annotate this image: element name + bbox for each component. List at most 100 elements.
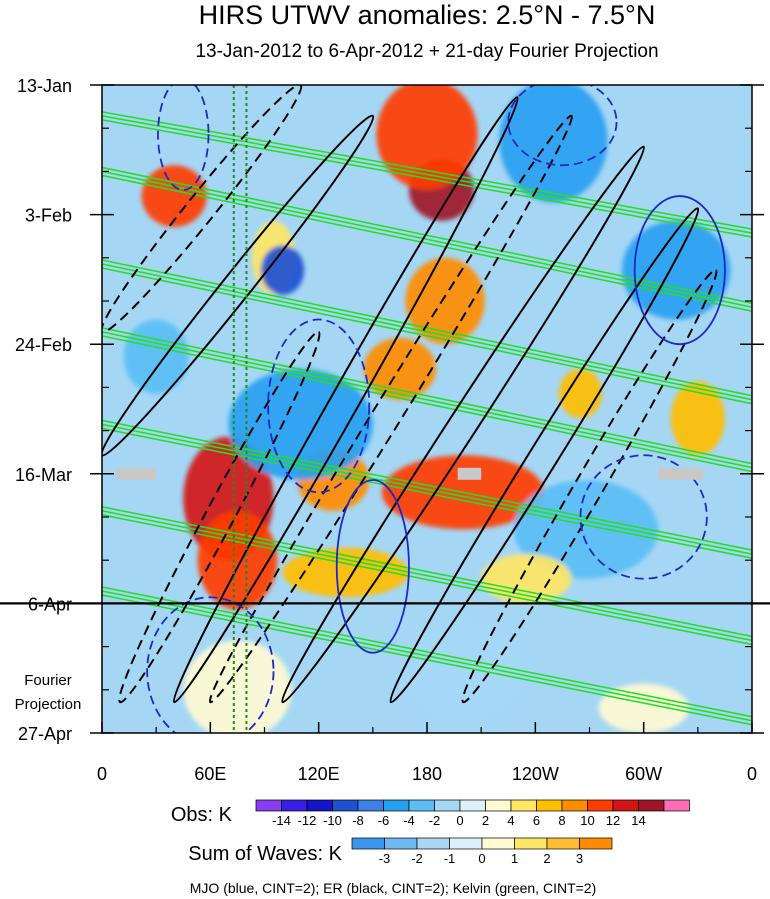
waves-colorbar-tick-label-1: -2 (411, 851, 423, 866)
anomaly-blob-21 (598, 683, 689, 733)
kelvin-contour-0-2 (102, 119, 752, 238)
er-contour-3 (389, 207, 700, 704)
waves-colorbar-swatches (351, 837, 613, 850)
waves-colorbar-tick-label-0: -3 (379, 851, 391, 866)
missing-segment-1 (457, 467, 482, 480)
mjo-contour-6 (335, 479, 410, 654)
obs-colorbar-tick-label-2: -10 (323, 813, 342, 828)
obs-colorbar-tick-label-7: 0 (456, 813, 463, 828)
obs-colorbar-label: Obs: K (171, 804, 233, 826)
anomaly-blob-10 (670, 381, 725, 456)
kelvin-contour-3-1 (102, 331, 752, 469)
obs-colorbar-swatch-15 (638, 799, 665, 812)
y-tick-label-1: 3-Feb (25, 206, 72, 226)
kelvin-contour-6-0 (102, 586, 752, 718)
anomaly-blob-8 (197, 510, 278, 610)
obs-colorbar-swatch-2 (306, 799, 333, 812)
missing-segment-2 (658, 467, 704, 480)
obs-colorbar-tick-label-3: -8 (352, 813, 364, 828)
obs-colorbar-tick-label-12: 10 (580, 813, 594, 828)
kelvin-contour-3-2 (102, 335, 752, 473)
waves-colorbar-swatch-4 (481, 837, 515, 850)
obs-colorbar-swatches (255, 799, 690, 812)
anomaly-blob-15 (622, 220, 731, 320)
obs-colorbar-tick-label-11: 8 (558, 813, 565, 828)
reference-longitude-lines (232, 85, 248, 733)
obs-colorbar-swatch-5 (383, 799, 410, 812)
obs-colorbar-tick-label-14: 14 (631, 813, 645, 828)
obs-colorbar-swatch-12 (561, 799, 588, 812)
x-axis-labels: 0 60E 120E 180 120W 60W 0 (97, 764, 757, 784)
obs-colorbar-swatch-4 (357, 799, 384, 812)
waves-colorbar-swatch-3 (449, 837, 483, 850)
obs-colorbar-tick-label-13: 12 (606, 813, 620, 828)
obs-colorbar-tick-label-9: 4 (507, 813, 514, 828)
waves-colorbar-tick-label-3: 0 (478, 851, 485, 866)
projection-label-line1: Fourier (24, 672, 72, 689)
x-tick-label-3: 180 (412, 764, 442, 784)
kelvin-contour-6-1 (102, 590, 752, 722)
er-contour-1 (281, 145, 646, 704)
obs-colorbar-tick-label-5: -4 (403, 813, 415, 828)
obs-colorbar-swatch-1 (281, 799, 308, 812)
obs-colorbar-swatch-10 (510, 799, 537, 812)
anomaly-blob-19 (399, 615, 527, 727)
mjo-contour-0 (157, 85, 210, 191)
x-tick-label-4: 120W (512, 764, 559, 784)
kelvin-contour-1-0 (102, 166, 752, 304)
kelvin-contour-5-2 (102, 514, 752, 646)
obs-colorbar-swatch-7 (434, 799, 461, 812)
obs-colorbar-tick-label-4: -6 (378, 813, 390, 828)
obs-colorbar-swatch-6 (408, 799, 435, 812)
anomaly-blob-11 (558, 368, 603, 419)
obs-colorbar-swatch-3 (332, 799, 359, 812)
er-contour-0 (172, 96, 519, 704)
kelvin-contour-5-0 (102, 506, 752, 638)
mjo-contour-3 (633, 195, 726, 346)
er-contour-7 (118, 330, 321, 704)
waves-colorbar-label: Sum of Waves: K (188, 843, 342, 865)
chart-title: HIRS UTWV anomalies: 2.5°N - 7.5°N (199, 0, 656, 30)
kelvin-contour-2-0 (102, 259, 752, 397)
obs-colorbar-swatch-16 (663, 799, 690, 812)
x-tick-label-2: 120E (298, 764, 340, 784)
waves-colorbar-swatch-7 (579, 837, 613, 850)
wave-contours (102, 85, 752, 733)
kelvin-contour-4-1 (102, 423, 752, 555)
obs-colorbar-tick-label-8: 2 (482, 813, 489, 828)
x-tick-label-5: 60W (625, 764, 662, 784)
kelvin-contour-1-2 (102, 174, 752, 312)
x-tick-label-0: 0 (97, 764, 107, 784)
plot-area: 13-Jan 3-Feb 24-Feb 16-Mar 6-Apr 27-Apr 0 60E 1… (0, 76, 770, 784)
projection-label-line2: Projection (15, 696, 82, 713)
obs-colorbar-swatch-0 (255, 799, 282, 812)
anomaly-blob-18 (260, 245, 305, 295)
y-tick-label-0: 13-Jan (17, 76, 72, 96)
mjo-contour-1 (507, 85, 618, 167)
chart-subtitle: 13-Jan-2012 to 6-Apr-2012 + 21-day Fouri… (195, 41, 658, 62)
waves-colorbar: Sum of Waves: K -3 -2 -1 0 1 2 3 (188, 837, 613, 866)
x-tick-label-6: 0 (747, 764, 757, 784)
obs-colorbar-swatch-13 (587, 799, 614, 812)
waves-colorbar-swatch-2 (416, 837, 450, 850)
kelvin-contour-3-0 (102, 327, 752, 465)
kelvin-contour-2-1 (102, 263, 752, 401)
mjo-contour-4 (146, 596, 275, 733)
waves-colorbar-labels: -3 -2 -1 0 1 2 3 (379, 851, 583, 866)
waves-colorbar-tick-label-5: 2 (543, 851, 550, 866)
obs-colorbar-tick-label-6: -2 (429, 813, 441, 828)
waves-colorbar-swatch-1 (384, 837, 418, 850)
kelvin-contour-5-1 (102, 510, 752, 642)
anomaly-blob-17 (513, 479, 659, 579)
y-tick-label-2: 24-Feb (15, 335, 72, 355)
er-contour-6 (461, 269, 718, 704)
waves-colorbar-tick-label-2: -1 (444, 851, 456, 866)
kelvin-contour-1-1 (102, 170, 752, 308)
obs-colorbar-tick-label-10: 6 (533, 813, 540, 828)
anomaly-blob-13 (499, 85, 608, 203)
anomaly-blob-1 (376, 85, 478, 190)
waves-colorbar-swatch-0 (351, 837, 385, 850)
mjo-contour-2 (267, 318, 371, 494)
obs-colorbar-swatch-9 (485, 799, 512, 812)
missing-segment-0 (116, 467, 157, 480)
